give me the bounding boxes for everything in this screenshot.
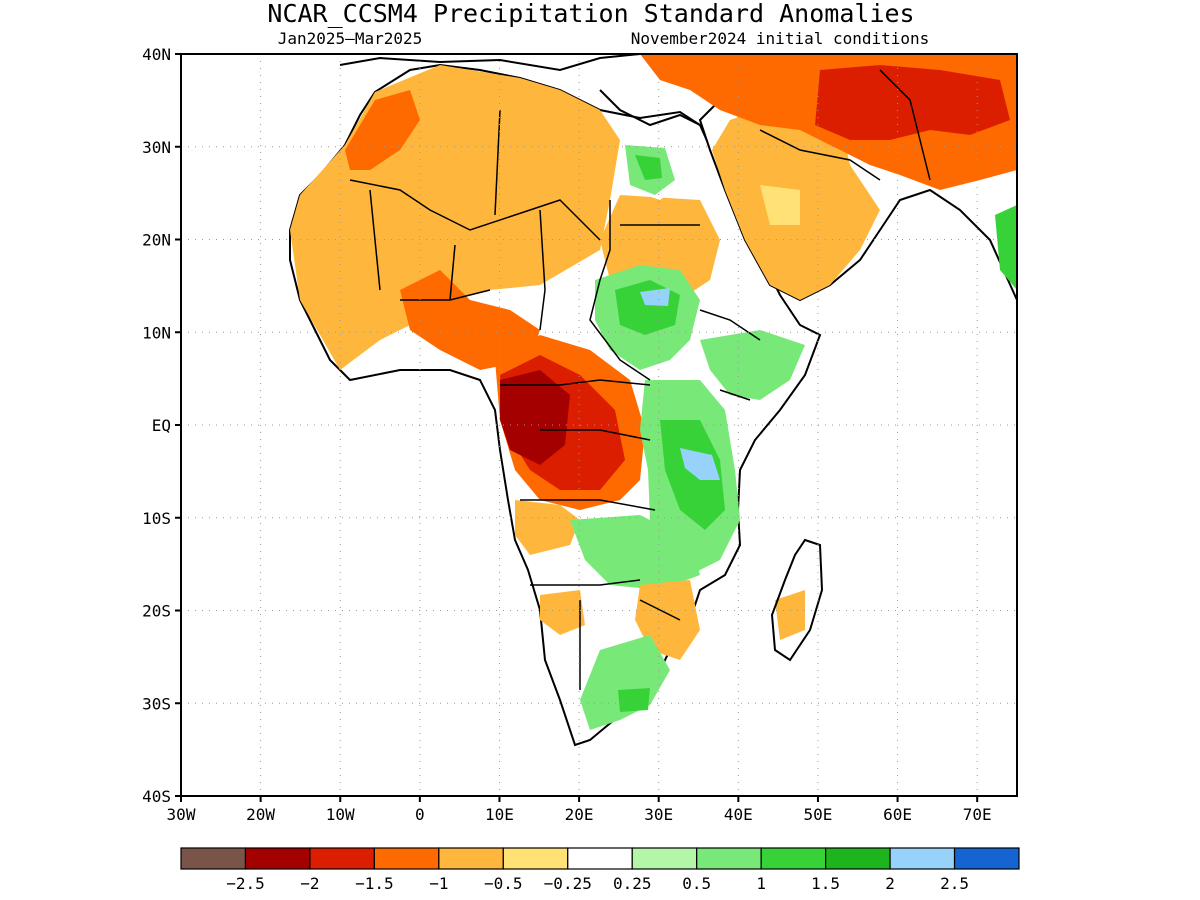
colorbar-label: 2 <box>885 874 895 893</box>
colorbar-label: −1 <box>429 874 448 893</box>
lon-tick-label: 30W <box>167 805 196 824</box>
colorbar-label: −0.25 <box>544 874 592 893</box>
lon-tick-label: 30E <box>644 805 673 824</box>
colorbar-label: 0.5 <box>682 874 711 893</box>
mediterranean-coast <box>339 54 701 127</box>
colorbar-label: −0.5 <box>484 874 523 893</box>
colorbar-label: 1 <box>756 874 766 893</box>
colorbar-swatch <box>953 847 1020 870</box>
colorbar-swatch <box>502 847 569 870</box>
colorbar: −2.5 −2 −1.5 −1 −0.5 −0.25 0.25 0.5 1 1.5 2 2.5 <box>180 847 1020 893</box>
lon-tick-label: 10W <box>326 805 355 824</box>
colorbar-swatch <box>567 847 633 870</box>
lat-tick-label: EQ <box>152 416 171 435</box>
colorbar-swatch <box>760 847 827 870</box>
lon-tick-label: 0 <box>415 805 425 824</box>
colorbar-swatch <box>373 847 440 870</box>
lon-tick-label: 50E <box>803 805 832 824</box>
lon-tick-label: 20W <box>246 805 275 824</box>
lon-tick-label: 20E <box>565 805 594 824</box>
subtitle-period: Jan2025–Mar2025 <box>278 29 423 48</box>
colorbar-label: 2.5 <box>940 874 969 893</box>
colorbar-swatch <box>309 847 375 870</box>
latitude-axis: 40N 30N 20N 10N EQ 10S 20S 30S 40S <box>142 45 181 806</box>
colorbar-swatch <box>180 847 247 870</box>
colorbar-swatch <box>825 847 891 870</box>
colorbar-swatch <box>631 847 698 870</box>
lat-tick-label: 10S <box>142 509 171 528</box>
lon-tick-label: 60E <box>883 805 912 824</box>
longitude-axis: 30W 20W 10W 0 10E 20E 30E 40E 50E 60E 70E <box>167 796 992 824</box>
colorbar-label: 1.5 <box>811 874 840 893</box>
figure-title: NCAR_CCSM4 Precipitation Standard Anomal… <box>267 0 914 28</box>
lat-tick-label: 40S <box>142 787 171 806</box>
map-plot-area <box>181 54 1017 796</box>
colorbar-label: −2 <box>300 874 319 893</box>
colorbar-label: 0.25 <box>613 874 652 893</box>
anomaly-shading <box>290 54 1017 730</box>
lat-tick-label: 40N <box>142 45 171 64</box>
colorbar-label: −2.5 <box>226 874 265 893</box>
map-grid <box>181 54 1017 796</box>
lat-tick-label: 20S <box>142 602 171 621</box>
lon-tick-label: 70E <box>963 805 992 824</box>
country-borders <box>349 69 931 690</box>
colorbar-swatch <box>889 847 956 870</box>
madagascar-landmass <box>770 538 824 662</box>
lon-tick-label: 10E <box>485 805 514 824</box>
subtitle-initial-conditions: November2024 initial conditions <box>631 29 930 48</box>
lat-tick-label: 30S <box>142 694 171 713</box>
colorbar-swatch <box>438 847 504 870</box>
colorbar-swatch <box>244 847 311 870</box>
lat-tick-label: 30N <box>142 138 171 157</box>
lon-tick-label: 40E <box>724 805 753 824</box>
colorbar-swatch <box>696 847 762 870</box>
lat-tick-label: 20N <box>142 231 171 250</box>
colorbar-label: −1.5 <box>355 874 394 893</box>
lat-tick-label: 10N <box>142 323 171 342</box>
